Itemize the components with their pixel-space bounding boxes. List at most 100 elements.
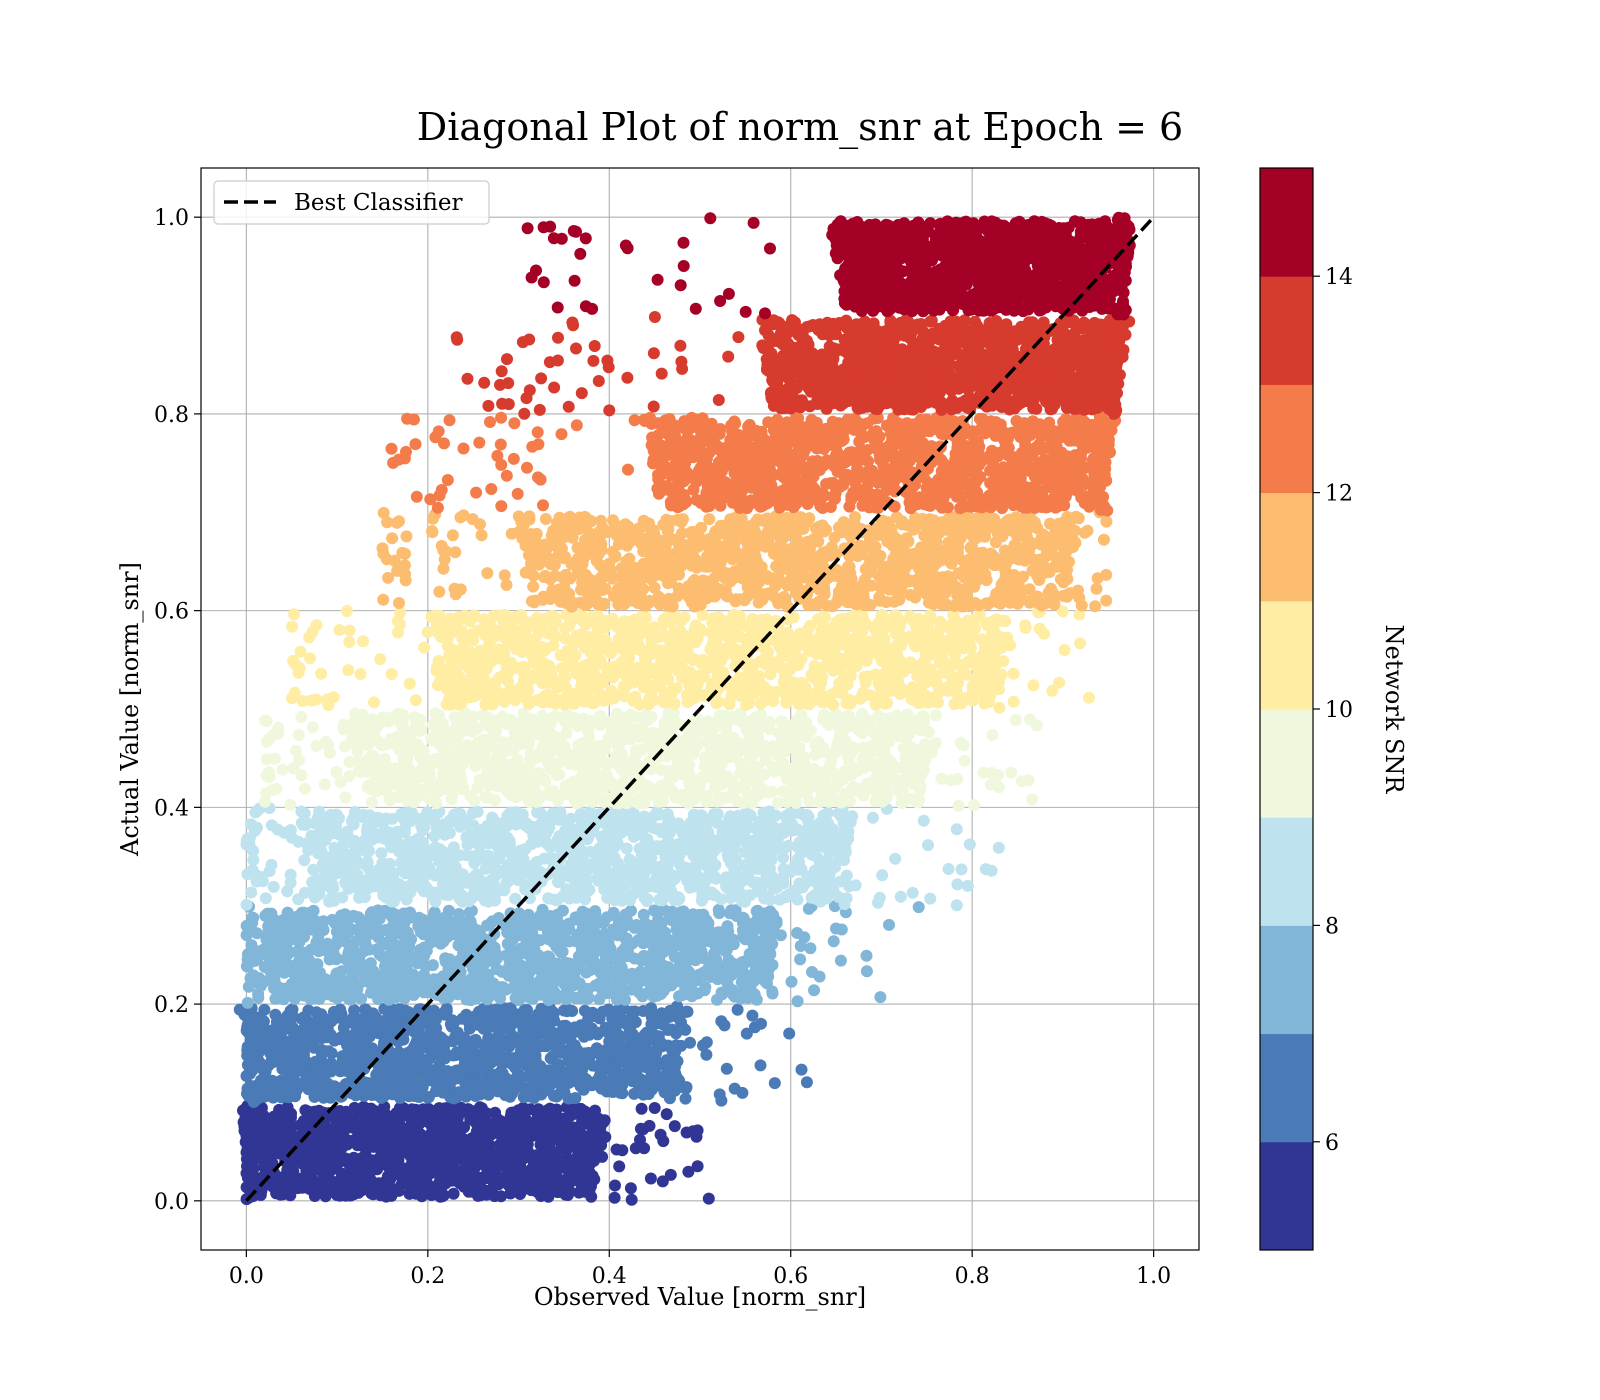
scatter-point bbox=[827, 935, 840, 948]
scatter-point bbox=[582, 991, 595, 1004]
scatter-point bbox=[327, 1006, 340, 1018]
scatter-point bbox=[292, 927, 305, 940]
scatter-point bbox=[363, 1030, 376, 1043]
scatter-point bbox=[738, 968, 751, 981]
scatter-point bbox=[327, 945, 340, 958]
scatter-point bbox=[242, 1135, 255, 1148]
scatter-point bbox=[720, 1062, 733, 1075]
scatter-point bbox=[468, 1016, 481, 1029]
scatter-point bbox=[625, 1005, 638, 1018]
scatter-point bbox=[315, 1045, 327, 1057]
scatter-point bbox=[662, 1039, 675, 1052]
scatter-point bbox=[634, 934, 647, 947]
scatter-point bbox=[744, 844, 757, 856]
scatter-point bbox=[723, 813, 735, 826]
scatter-point bbox=[479, 1005, 492, 1017]
scatter-point bbox=[373, 1121, 386, 1134]
scatter-point bbox=[883, 918, 895, 931]
scatter-point bbox=[680, 988, 693, 1000]
scatter-point bbox=[600, 1025, 613, 1038]
scatter-point bbox=[447, 1187, 460, 1200]
scatter-point bbox=[367, 924, 380, 937]
scatter-point bbox=[295, 1144, 308, 1157]
scatter-point bbox=[791, 927, 804, 939]
scatter-point bbox=[280, 935, 293, 948]
scatter-point bbox=[614, 1045, 627, 1058]
scatter-point bbox=[272, 1018, 285, 1031]
scatter-point bbox=[521, 1129, 534, 1142]
scatter-point bbox=[341, 916, 353, 929]
scatter-point bbox=[528, 942, 541, 955]
scatter-point bbox=[763, 805, 776, 818]
scatter-point bbox=[806, 966, 818, 978]
scatter-point bbox=[697, 1039, 709, 1052]
scatter-point bbox=[684, 1036, 696, 1049]
scatter-point bbox=[779, 890, 792, 903]
scatter-point bbox=[554, 1086, 567, 1099]
scatter-point bbox=[245, 1053, 258, 1065]
scatter-point bbox=[592, 977, 605, 990]
scatter-point bbox=[567, 1129, 579, 1142]
scatter-point bbox=[328, 1080, 341, 1093]
scatter-point bbox=[541, 1104, 554, 1116]
scatter-point bbox=[461, 839, 474, 851]
scatter-point bbox=[324, 1059, 337, 1072]
scatter-point bbox=[676, 916, 688, 929]
scatter-point bbox=[651, 1039, 664, 1052]
scatter-point bbox=[482, 859, 495, 872]
scatter-point bbox=[392, 1162, 405, 1175]
scatter-point bbox=[625, 1193, 638, 1206]
scatter-point bbox=[800, 1076, 813, 1089]
scatter-point bbox=[310, 873, 323, 885]
scatter-point bbox=[735, 872, 747, 885]
scatter-point bbox=[405, 867, 418, 880]
scatter-point bbox=[305, 923, 318, 936]
scatter-point bbox=[485, 1128, 498, 1141]
scatter-point bbox=[392, 1051, 405, 1064]
scatter-point bbox=[556, 890, 569, 903]
scatter-point bbox=[673, 929, 686, 942]
scatter-point bbox=[484, 1139, 497, 1152]
scatter-point bbox=[568, 1074, 581, 1087]
scatter-point bbox=[516, 1149, 529, 1162]
scatter-point bbox=[566, 868, 579, 881]
scatter-point bbox=[532, 963, 545, 976]
scatter-point bbox=[410, 848, 423, 861]
scatter-point bbox=[443, 923, 456, 936]
scatter-point bbox=[331, 809, 344, 822]
scatter-point bbox=[342, 947, 355, 959]
scatter-point bbox=[365, 986, 377, 999]
scatter-point bbox=[653, 951, 666, 963]
scatter-point bbox=[593, 993, 606, 1006]
scatter-point bbox=[414, 943, 427, 956]
scatter-point bbox=[860, 949, 873, 962]
scatter-point bbox=[583, 1022, 596, 1035]
scatter-point bbox=[860, 965, 873, 978]
scatter-point bbox=[774, 929, 787, 942]
scatter-point bbox=[668, 1120, 681, 1133]
scatter-point bbox=[409, 1174, 422, 1187]
scatter-point bbox=[771, 827, 784, 840]
scatter-point bbox=[306, 1181, 319, 1194]
scatter-point bbox=[691, 987, 704, 1000]
scatter-point bbox=[700, 914, 713, 927]
scatter-point bbox=[592, 874, 605, 887]
scatter-point bbox=[401, 1064, 413, 1077]
scatter-point bbox=[510, 985, 523, 998]
scatter-point bbox=[325, 1145, 338, 1157]
scatter-point bbox=[430, 1065, 443, 1078]
scatter-point bbox=[679, 1092, 692, 1105]
scatter-point bbox=[734, 992, 747, 1005]
scatter-point bbox=[489, 1106, 502, 1119]
scatter-point bbox=[261, 907, 274, 920]
scatter-point bbox=[746, 1009, 759, 1022]
scatter-point bbox=[307, 904, 320, 917]
scatter-point bbox=[558, 928, 571, 940]
scatter-point bbox=[670, 1027, 683, 1040]
scatter-point bbox=[614, 1056, 627, 1068]
scatter-point bbox=[301, 946, 314, 959]
scatter-point bbox=[299, 1104, 312, 1117]
scatter-point bbox=[495, 1190, 507, 1203]
scatter-point bbox=[340, 1153, 353, 1166]
scatter-point bbox=[274, 1084, 287, 1097]
